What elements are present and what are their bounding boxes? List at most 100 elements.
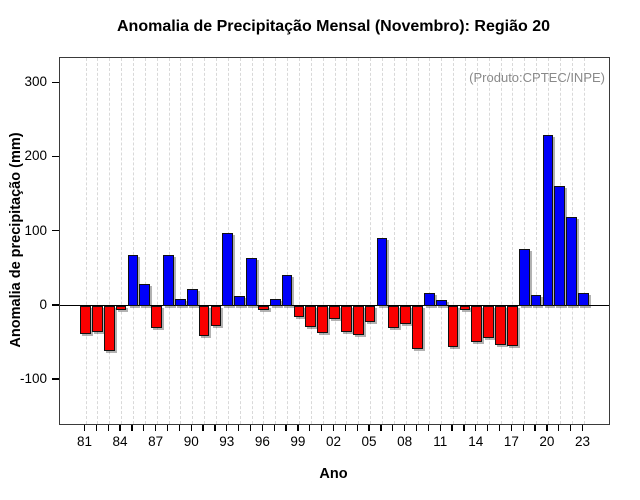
gridline-81 [85, 58, 87, 424]
x-tick-11 [439, 424, 441, 431]
x-tick-99 [297, 424, 299, 431]
bar-95 [246, 257, 257, 306]
zero-line [60, 305, 609, 307]
x-tick-84 [119, 424, 121, 431]
x-tick-18 [522, 424, 524, 431]
x-tick-04 [356, 424, 358, 431]
x-tick-90 [190, 424, 192, 431]
x-tick-label-17: 17 [503, 434, 519, 449]
x-tick-91 [202, 424, 204, 431]
x-tick-label-14: 14 [468, 434, 484, 449]
x-tick-94 [237, 424, 240, 431]
x-tick-85 [131, 424, 133, 431]
y-tick-label-300: 300 [24, 74, 47, 90]
gridline-02 [334, 58, 336, 424]
x-tick-03 [344, 424, 347, 431]
gridline-83 [109, 58, 111, 424]
bar-96 [258, 305, 269, 311]
bar-91 [198, 305, 210, 336]
x-tick-88 [166, 424, 169, 431]
bar-02 [329, 305, 340, 320]
gridline-82 [97, 58, 99, 424]
gridline-92 [215, 58, 217, 424]
bar-98 [281, 274, 293, 306]
x-tick-14 [475, 424, 477, 431]
x-tick-01 [320, 424, 323, 431]
x-tick-08 [403, 424, 406, 431]
bar-01 [317, 305, 328, 333]
chart-title: Anomalia de Precipitação Mensal (Novembr… [116, 18, 550, 35]
bar-81 [80, 305, 91, 335]
gridline-14 [476, 58, 478, 424]
x-tick-07 [392, 424, 394, 431]
bar-87 [151, 305, 162, 329]
gridline-11 [441, 58, 443, 424]
x-tick-16 [498, 424, 501, 431]
x-tick-92 [214, 424, 216, 431]
bar-23 [578, 293, 589, 306]
y-tick-label-200: 200 [24, 148, 47, 164]
bar-97 [269, 298, 281, 306]
gridline-85 [132, 58, 134, 424]
bar-13 [459, 305, 471, 310]
x-tick-label-08: 08 [397, 434, 413, 449]
x-tick-87 [154, 424, 157, 431]
y-axis-title: Anomalia de precipitação (mm) [8, 132, 24, 348]
x-tick-17 [510, 424, 513, 431]
gridline-08 [405, 58, 407, 424]
x-tick-label-90: 90 [183, 434, 199, 449]
gridline-13 [464, 58, 466, 424]
x-tick-19 [534, 424, 536, 431]
bar-82 [92, 305, 103, 332]
x-tick-81 [83, 424, 86, 431]
gridline-99 [298, 58, 300, 424]
gridline-17 [512, 58, 514, 424]
gridline-84 [121, 58, 123, 424]
gridline-04 [358, 58, 360, 424]
x-tick-97 [273, 424, 275, 431]
bar-99 [293, 305, 305, 318]
gridline-16 [500, 58, 502, 424]
x-tick-02 [332, 424, 335, 431]
y-tick--100 [52, 378, 59, 380]
x-tick-89 [178, 424, 181, 431]
y-tick-200 [52, 155, 59, 158]
bar-07 [388, 305, 400, 329]
bar-12 [447, 305, 459, 347]
gridline-90 [192, 58, 194, 424]
x-axis-title: Ano [319, 466, 348, 482]
bar-17 [507, 305, 518, 347]
gridline-96 [263, 58, 265, 424]
x-tick-label-02: 02 [325, 434, 342, 449]
bar-18 [518, 248, 530, 306]
x-tick-10 [427, 424, 430, 431]
plot-area: (Produto:CPTEC/INPE) [59, 57, 610, 425]
gridline-86 [144, 58, 146, 424]
bar-09 [412, 305, 423, 349]
gridline-94 [239, 58, 241, 424]
x-tick-95 [249, 424, 252, 431]
x-tick-13 [463, 424, 465, 431]
gridline-15 [488, 58, 490, 424]
x-tick-93 [226, 424, 228, 431]
x-tick-label-81: 81 [76, 434, 93, 449]
bar-00 [305, 305, 317, 328]
x-tick-12 [451, 424, 453, 431]
x-tick-82 [95, 424, 98, 431]
gridline-87 [156, 58, 158, 424]
bar-10 [424, 293, 435, 306]
x-tick-05 [368, 424, 370, 431]
y-tick-100 [52, 230, 59, 232]
bar-11 [435, 300, 447, 306]
gridline-91 [204, 58, 206, 424]
bar-94 [234, 295, 245, 306]
x-tick-label-11: 11 [433, 434, 448, 449]
gridline-00 [310, 58, 312, 424]
x-tick-06 [380, 424, 382, 431]
bar-88 [163, 254, 174, 306]
x-tick-22 [569, 424, 572, 431]
gridline-97 [275, 58, 277, 424]
x-tick-label-87: 87 [148, 434, 164, 449]
x-tick-label-05: 05 [361, 434, 377, 449]
bar-14 [471, 305, 483, 342]
